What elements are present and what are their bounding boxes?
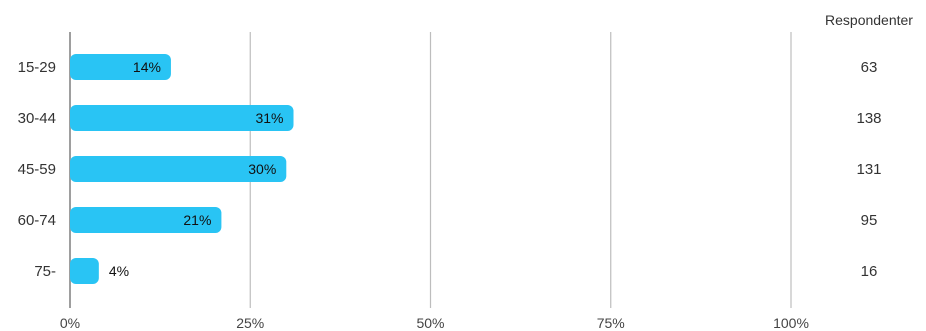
bar-value-label: 21% [183,212,211,228]
x-tick-label: 75% [597,315,625,331]
category-label: 75- [34,263,56,280]
respondent-count: 16 [861,263,878,280]
respondent-counts: 63 138 131 95 16 [856,59,881,280]
bar-value-label: 30% [248,161,276,177]
x-tick-label: 50% [416,315,444,331]
respondent-count: 63 [861,59,878,76]
category-labels: 15-29 30-44 45-59 60-74 75- [18,59,56,280]
bar [70,207,222,233]
bars [70,54,294,284]
respondents-header: Respondenter [825,12,913,28]
bar-value-label: 4% [109,263,129,279]
respondent-count: 138 [856,110,881,127]
x-tick-labels: 0% 25% 50% 75% 100% [60,315,809,331]
category-label: 60-74 [18,212,56,229]
bar [70,105,294,131]
bar-value-labels: 14% 31% 30% 21% 4% [109,59,284,279]
bar [70,258,99,284]
category-label: 15-29 [18,59,56,76]
bar-value-label: 14% [133,59,161,75]
category-label: 30-44 [18,110,56,127]
bar-value-label: 31% [255,110,283,126]
bar [70,156,287,182]
x-tick-label: 25% [236,315,264,331]
category-label: 45-59 [18,161,56,178]
respondent-count: 131 [856,161,881,178]
x-tick-label: 0% [60,315,80,331]
x-tick-label: 100% [773,315,809,331]
bar [70,54,171,80]
respondent-count: 95 [861,212,878,229]
